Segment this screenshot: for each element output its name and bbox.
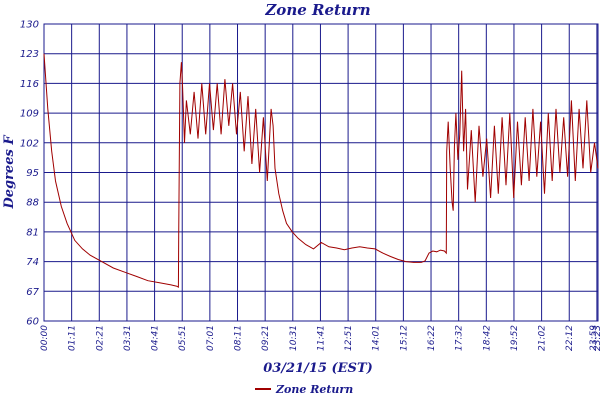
- x-tick-label: 19:52: [510, 325, 520, 351]
- x-tick-label: 22:12: [565, 325, 575, 351]
- y-axis-title: Degrees F: [2, 135, 17, 210]
- y-tick-label: 67: [26, 287, 39, 298]
- x-tick-label: 03:31: [123, 325, 133, 351]
- x-tick-label: 12:51: [344, 325, 354, 351]
- x-tick-label: 17:32: [455, 325, 465, 351]
- x-tick-label: 09:21: [261, 325, 271, 351]
- x-tick-label: 11:41: [316, 325, 326, 351]
- x-tick-label: 04:41: [151, 325, 161, 351]
- x-tick-label: 10:31: [289, 325, 299, 351]
- chart-title: Zone Return: [264, 1, 370, 19]
- x-tick-label: 23:59: [589, 325, 599, 351]
- x-tick-label: 14:01: [372, 325, 382, 351]
- y-tick-label: 95: [26, 168, 39, 179]
- y-tick-label: 81: [26, 227, 39, 238]
- x-tick-label: 02:21: [95, 325, 105, 351]
- legend-label-zone-return: Zone Return: [275, 383, 353, 396]
- x-tick-label: 18:42: [482, 325, 492, 351]
- y-tick-label: 88: [26, 198, 39, 209]
- x-tick-label: 05:51: [178, 325, 188, 351]
- y-tick-label: 60: [26, 317, 39, 328]
- y-tick-label: 109: [20, 109, 39, 120]
- y-tick-label: 116: [20, 79, 39, 90]
- y-tick-label: 102: [20, 138, 39, 149]
- x-tick-labels: 00:00 01:11 02:21 03:31 04:41 05:51 07:01 08:11…: [40, 325, 600, 351]
- x-tick-label: 23:23: [593, 325, 600, 351]
- y-tick-labels: 60 67 74 81 88 95 102 109 116 123 130: [20, 20, 40, 328]
- x-tick-label: 21:02: [538, 325, 548, 351]
- legend: Zone Return: [255, 383, 353, 396]
- plot-frame: [43, 23, 599, 322]
- x-tick-label: 07:01: [206, 325, 216, 351]
- y-tick-label: 74: [26, 257, 39, 268]
- x-tick-label: 00:00: [40, 325, 50, 351]
- x-tick-label: 01:11: [68, 325, 78, 351]
- y-tick-label: 123: [20, 49, 39, 60]
- series-line-zone-return: [43, 53, 599, 288]
- x-tick-label: 08:11: [234, 325, 244, 351]
- x-tick-label: 16:22: [427, 325, 437, 351]
- y-tick-label: 130: [20, 20, 39, 31]
- x-tick-label: 15:12: [399, 325, 409, 351]
- x-axis-title: 03/21/15 (EST): [263, 361, 373, 376]
